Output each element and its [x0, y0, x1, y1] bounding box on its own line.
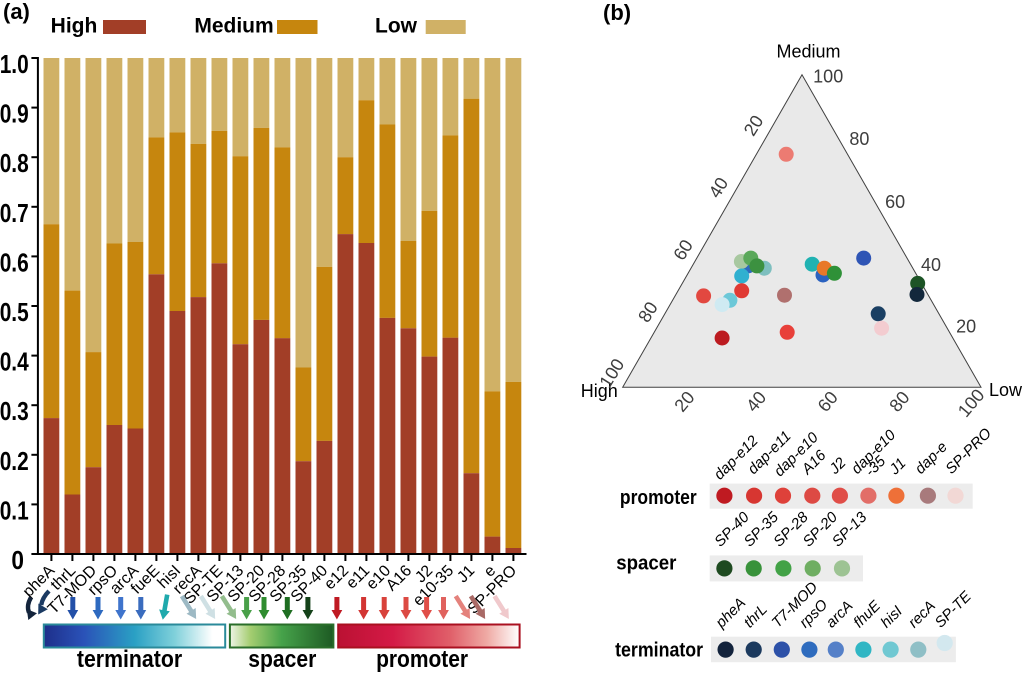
- svg-text:terminator: terminator: [615, 640, 703, 662]
- svg-text:(a): (a): [3, 0, 30, 24]
- svg-text:SP-PRO: SP-PRO: [942, 425, 995, 478]
- svg-text:20: 20: [670, 387, 698, 415]
- svg-text:J1: J1: [886, 455, 910, 479]
- svg-text:100: 100: [813, 67, 843, 87]
- svg-text:High: High: [51, 15, 98, 38]
- svg-text:0.1: 0.1: [0, 495, 29, 525]
- svg-text:SP-13: SP-13: [829, 508, 871, 550]
- svg-text:High: High: [581, 381, 618, 401]
- svg-text:dap-e: dap-e: [912, 438, 951, 477]
- svg-text:80: 80: [849, 129, 869, 149]
- svg-text:recA: recA: [905, 597, 939, 631]
- svg-text:promoter: promoter: [376, 646, 468, 673]
- svg-text:Low: Low: [989, 380, 1023, 400]
- svg-text:0.5: 0.5: [0, 297, 29, 327]
- svg-text:20: 20: [740, 112, 768, 140]
- svg-text:40: 40: [921, 255, 941, 275]
- svg-text:Medium: Medium: [776, 42, 840, 62]
- svg-text:0.6: 0.6: [0, 247, 29, 277]
- svg-text:40: 40: [705, 174, 733, 202]
- svg-text:(b): (b): [603, 0, 631, 25]
- svg-text:0.7: 0.7: [0, 198, 29, 228]
- svg-text:40: 40: [742, 387, 770, 415]
- svg-text:80: 80: [634, 298, 662, 326]
- svg-text:hisI: hisI: [877, 603, 906, 632]
- svg-text:pheA: pheA: [712, 595, 750, 633]
- svg-text:0.9: 0.9: [0, 99, 29, 129]
- svg-text:J2: J2: [826, 454, 850, 478]
- svg-text:Medium: Medium: [194, 15, 273, 38]
- svg-text:terminator: terminator: [77, 646, 182, 673]
- svg-text:0.3: 0.3: [0, 396, 29, 426]
- svg-text:60: 60: [885, 192, 905, 212]
- svg-text:0.4: 0.4: [0, 347, 29, 377]
- svg-text:spacer: spacer: [248, 646, 316, 673]
- svg-text:100: 100: [954, 385, 989, 421]
- svg-text:A16: A16: [383, 562, 415, 594]
- svg-text:0: 0: [11, 545, 24, 575]
- svg-text:J1: J1: [454, 562, 478, 586]
- svg-text:60: 60: [669, 236, 697, 264]
- svg-text:1.0: 1.0: [0, 49, 29, 79]
- svg-text:fhuE: fhuE: [850, 597, 885, 632]
- svg-text:0.8: 0.8: [0, 148, 29, 178]
- svg-text:Low: Low: [375, 15, 418, 38]
- svg-text:0.2: 0.2: [0, 446, 29, 476]
- svg-text:spacer: spacer: [616, 553, 676, 575]
- svg-text:promoter: promoter: [620, 487, 697, 509]
- svg-text:60: 60: [814, 387, 842, 415]
- svg-text:arcA: arcA: [823, 597, 857, 631]
- svg-text:80: 80: [885, 387, 913, 415]
- svg-text:20: 20: [956, 317, 976, 337]
